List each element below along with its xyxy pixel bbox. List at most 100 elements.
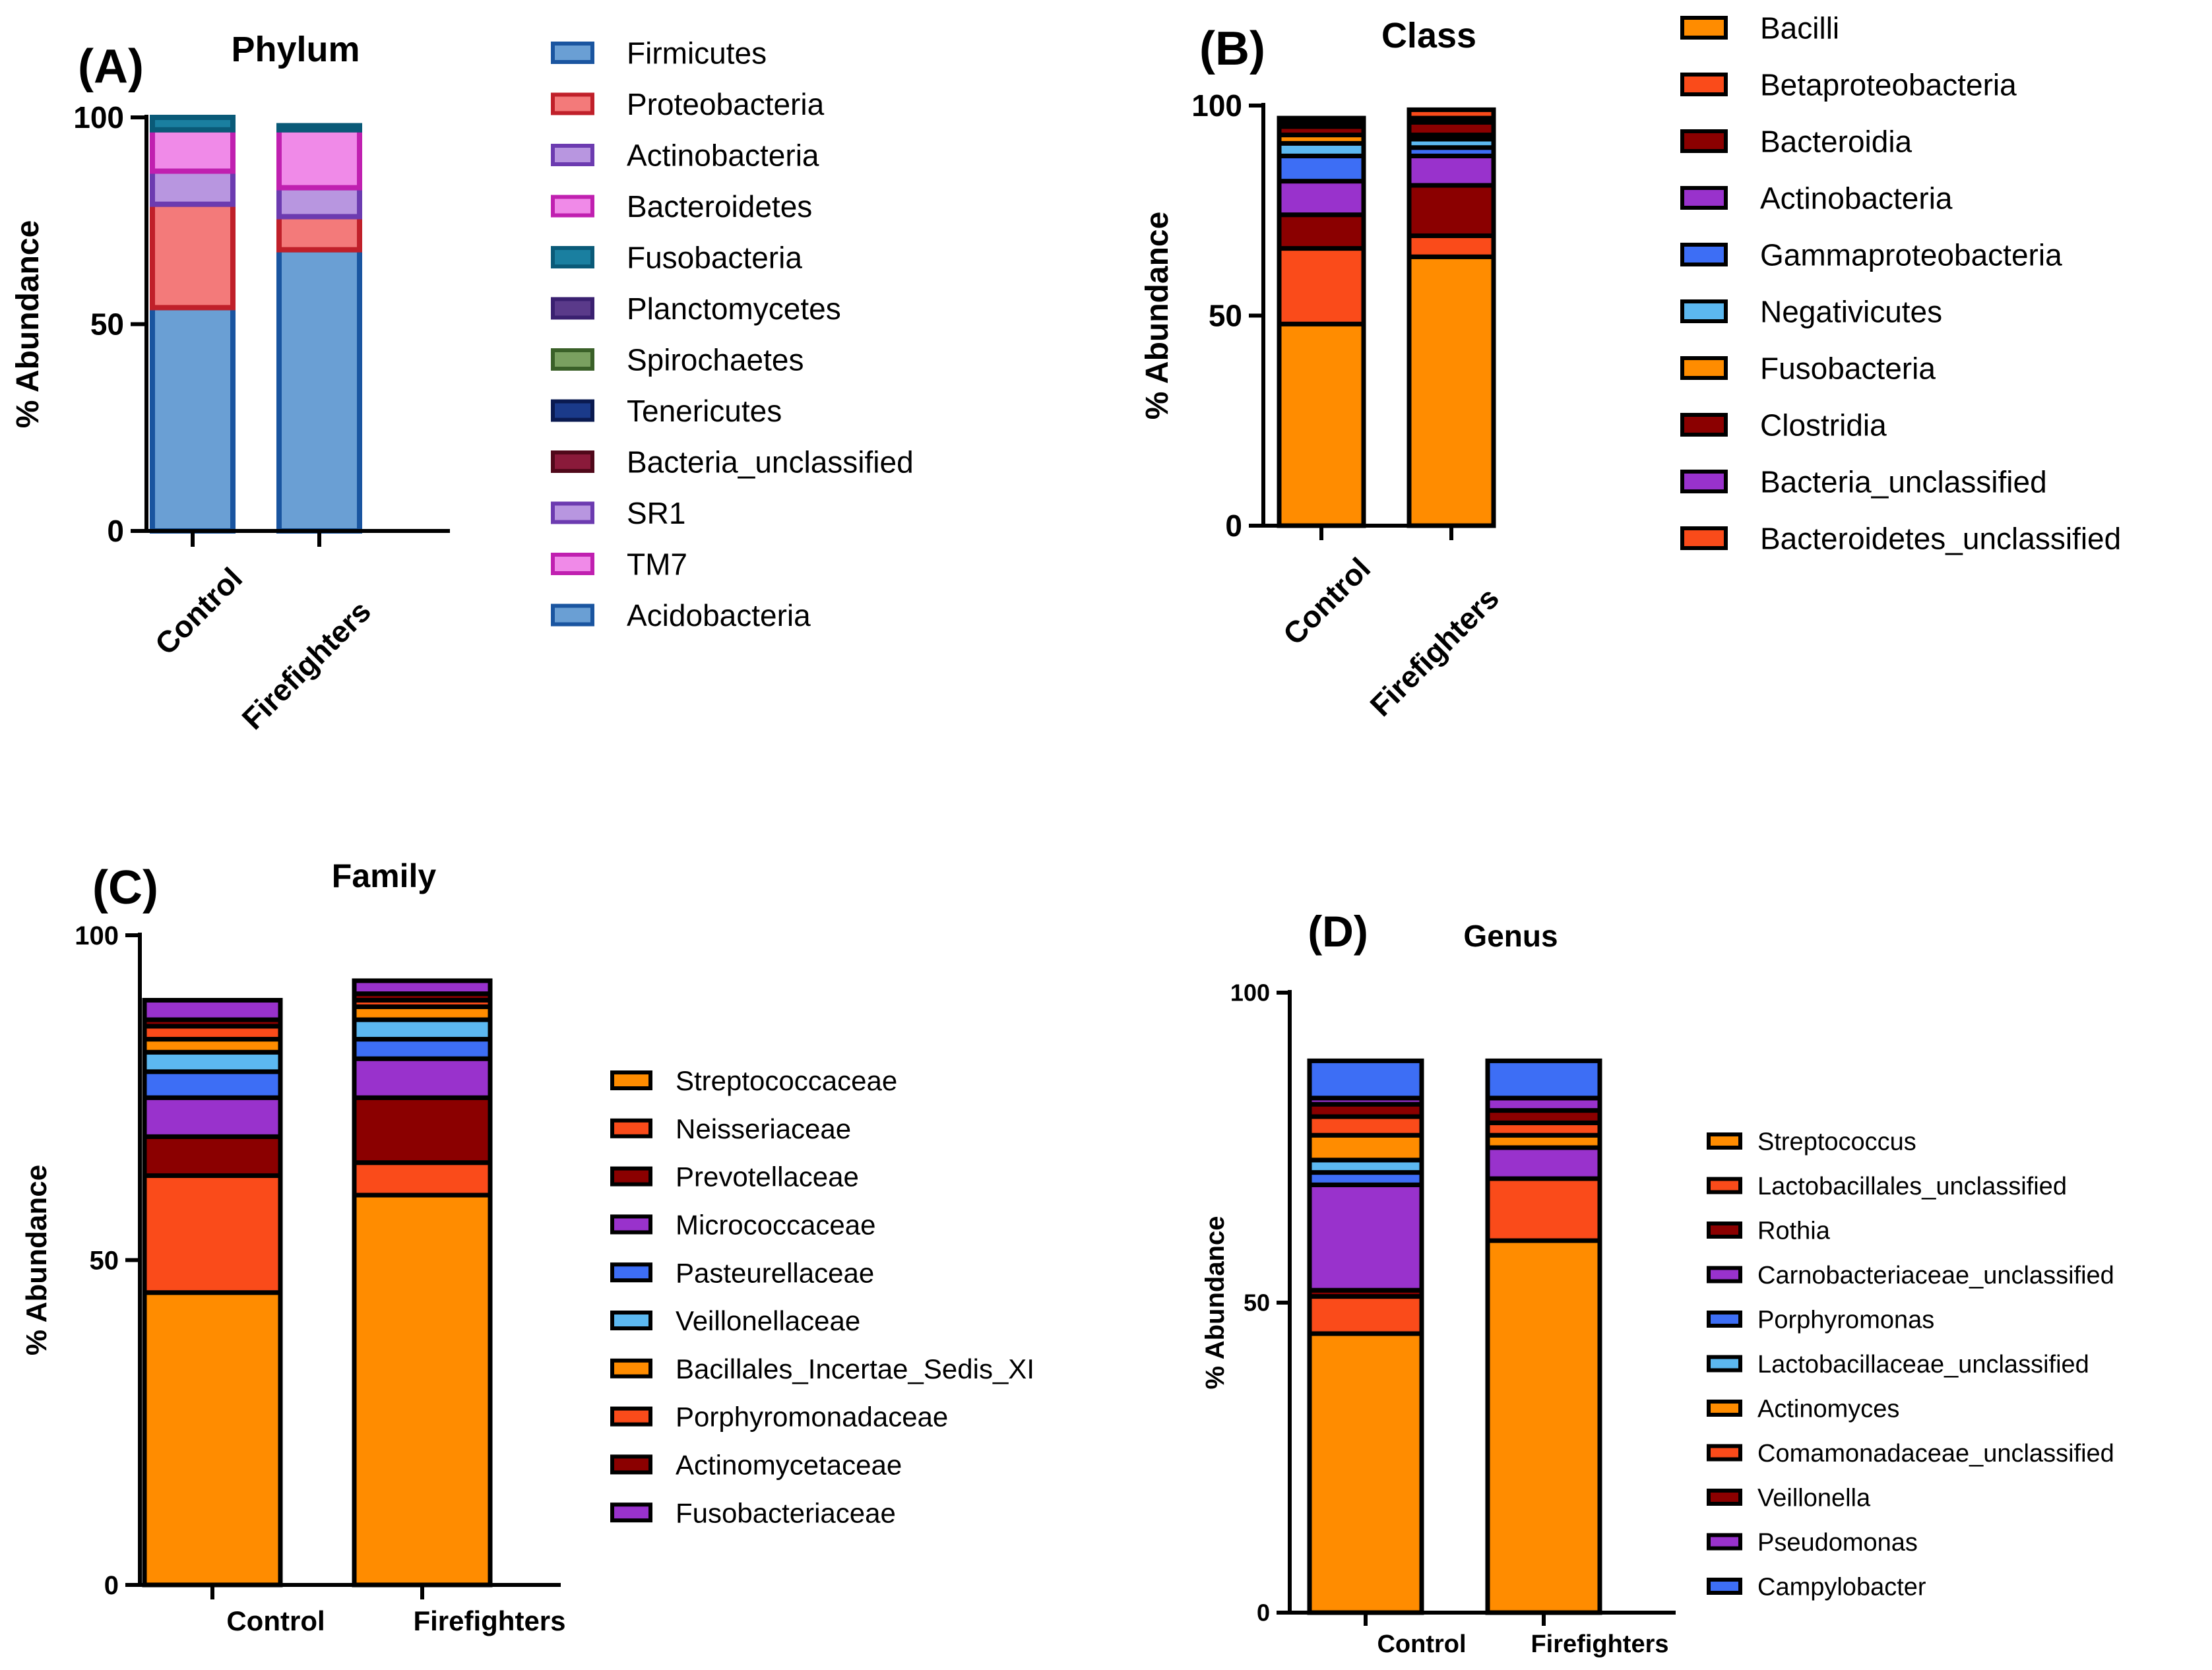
- bar-segment: [150, 127, 236, 174]
- legend-swatch: [551, 297, 594, 320]
- legend-swatch: [1707, 1355, 1742, 1373]
- legend-entry: Actinomycetaceae: [676, 1450, 902, 1481]
- panel-b: (B) Class % Abundance 0 50 100 ControlFirefigh…: [1140, 11, 2121, 723]
- legend-entry: Tenericutes: [627, 394, 782, 428]
- bar-segment: [276, 214, 362, 253]
- x-tick-label: Control: [1377, 1630, 1466, 1658]
- legend-swatch: [551, 399, 594, 422]
- bar-segment: [1307, 1132, 1424, 1163]
- bar-segment: [1485, 1238, 1602, 1615]
- y-axis-label: % Abundance: [1140, 212, 1175, 420]
- legend-entry: Actinomyces: [1757, 1396, 1899, 1423]
- bar-segment: [150, 115, 236, 133]
- legend-swatch: [1680, 356, 1728, 380]
- legend-entry: Micrococcaceae: [676, 1210, 875, 1241]
- legend-entry: Gammaproteobacteria: [1760, 238, 2062, 272]
- bar-segment: [1277, 153, 1366, 184]
- legend-swatch: [1707, 1444, 1742, 1462]
- panel-c: (C) Family % Abundance 0 50 100 Control Firefig…: [20, 857, 1034, 1636]
- y-axis-label: % Abundance: [20, 1165, 53, 1355]
- legend-swatch: [610, 1358, 652, 1378]
- legend-entry: Spirochaetes: [627, 343, 804, 377]
- legend-swatch: [1680, 299, 1728, 323]
- legend-entry: Betaproteobacteria: [1760, 68, 2017, 102]
- legend-entry: Veillonellaceae: [676, 1305, 860, 1336]
- legend-swatch: [1707, 1311, 1742, 1328]
- bar-segment: [1406, 254, 1496, 528]
- legend-entry: Actinobacteria: [627, 139, 819, 173]
- legend-swatch: [610, 1406, 652, 1427]
- bar-segment: [1307, 1331, 1424, 1615]
- legend-swatch: [610, 1214, 652, 1235]
- legend-swatch: [551, 195, 594, 218]
- bar-segment: [1485, 1176, 1602, 1243]
- legend-entry: Porphyromonadaceae: [676, 1402, 948, 1433]
- bar-segment: [142, 1134, 283, 1178]
- legend-swatch: [1707, 1177, 1742, 1194]
- bar-segment: [150, 201, 236, 311]
- panel-label: (D): [1308, 907, 1368, 956]
- bar-segment: [1307, 1182, 1424, 1293]
- bar-segment: [352, 978, 493, 997]
- x-tick-label: Firefighters: [413, 1605, 565, 1636]
- legend-entry: Fusobacteria: [627, 241, 802, 275]
- bar-segment: [1307, 1294, 1424, 1336]
- legend-swatch: [610, 1166, 652, 1187]
- bar-segment: [142, 1173, 283, 1295]
- panel-label: (C): [92, 861, 158, 914]
- y-tick-label: 100: [73, 100, 124, 135]
- panel-a: (A) Phylum % Abundance 0 50 100 ControlFirefig…: [11, 30, 914, 736]
- bar-segment: [352, 1160, 493, 1198]
- y-axis-label: % Abundance: [1201, 1216, 1230, 1390]
- legend-swatch: [551, 348, 594, 371]
- bar-segment: [1485, 1145, 1602, 1181]
- legend-swatch: [1707, 1489, 1742, 1506]
- legend-entry: Streptococcaceae: [676, 1065, 897, 1096]
- bar-segment: [1277, 115, 1366, 125]
- bar-segment: [1277, 212, 1366, 251]
- bar-segment: [352, 1056, 493, 1100]
- legend-entry: Lactobacillales_unclassified: [1757, 1173, 2067, 1200]
- bar-segment: [142, 998, 283, 1022]
- legend-entry: Bacteria_unclassified: [627, 445, 914, 479]
- legend-swatch: [1707, 1132, 1742, 1150]
- legend-entry: Bacteroidetes_unclassified: [1760, 522, 2121, 556]
- legend-entry: Bacteroidia: [1760, 125, 1912, 159]
- bar-segment: [1307, 1058, 1424, 1101]
- chart-title: Family: [332, 857, 437, 894]
- legend-entry: Porphyromonas: [1757, 1307, 1934, 1334]
- bar-segment: [142, 1290, 283, 1588]
- legend-entry: Streptococcus: [1757, 1129, 1916, 1156]
- legend-swatch: [1707, 1578, 1742, 1595]
- legend-entry: Planctomycetes: [627, 292, 841, 326]
- legend-swatch: [1707, 1222, 1742, 1239]
- y-tick-label: 50: [90, 1247, 119, 1276]
- chart-title: Phylum: [231, 30, 360, 69]
- y-tick-label: 100: [1230, 979, 1270, 1006]
- bar-segment: [1406, 107, 1496, 121]
- legend-swatch: [1680, 243, 1728, 266]
- bar-segment: [1307, 1114, 1424, 1138]
- legend-swatch: [610, 1118, 652, 1138]
- legend-entry: Fusobacteria: [1760, 352, 1936, 386]
- legend-swatch: [1707, 1266, 1742, 1283]
- chart-title: Genus: [1463, 919, 1558, 953]
- legend-swatch: [610, 1262, 652, 1283]
- bar-segment: [1277, 321, 1366, 528]
- y-axis-label: % Abundance: [11, 220, 46, 429]
- legend-entry: Carnobacteriaceae_unclassified: [1757, 1262, 2114, 1289]
- legend-swatch: [1707, 1533, 1742, 1551]
- legend-entry: Pseudomonas: [1757, 1529, 1918, 1557]
- bar-segment: [352, 1192, 493, 1588]
- bar-segment: [142, 1049, 283, 1074]
- legend-entry: TM7: [627, 547, 687, 582]
- y-tick-label: 100: [75, 921, 119, 950]
- legend-entry: Veillonella: [1757, 1485, 1871, 1512]
- legend-entry: Comamonadaceae_unclassified: [1757, 1440, 2114, 1468]
- panel-label: (B): [1199, 22, 1265, 75]
- legend-swatch: [551, 246, 594, 268]
- legend-entry: Bacteroidetes: [627, 189, 812, 224]
- bar-segment: [352, 1017, 493, 1042]
- legend-swatch: [551, 501, 594, 524]
